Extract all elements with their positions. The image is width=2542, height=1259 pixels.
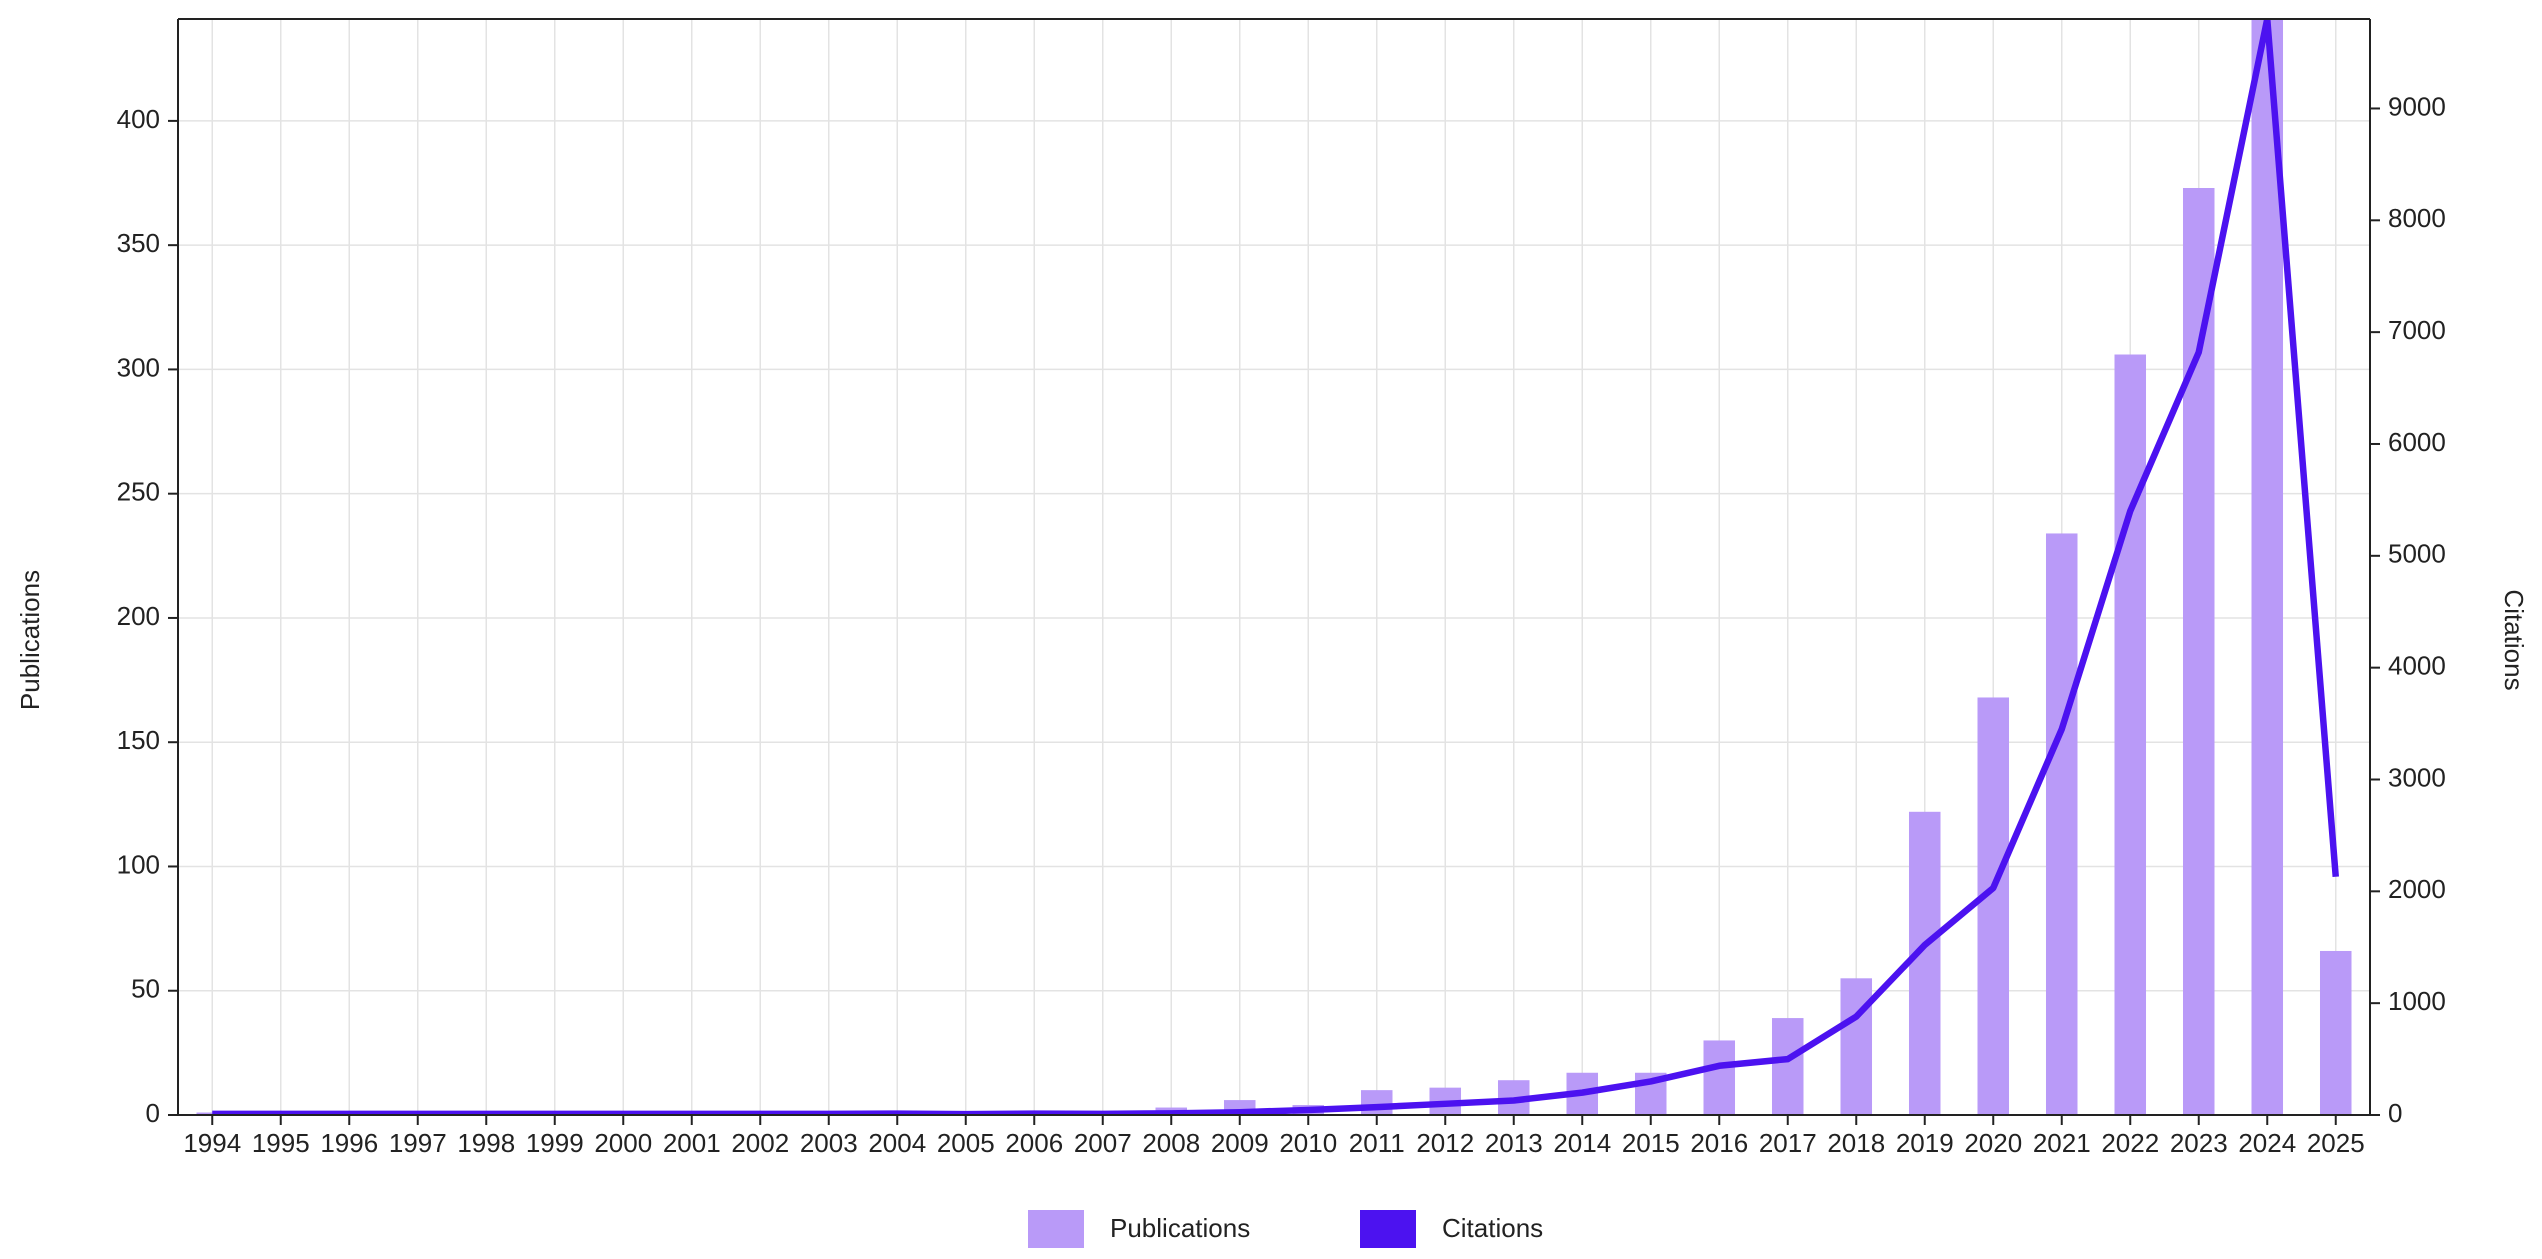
legend-label: Publications: [1110, 1213, 1250, 1243]
x-tick-label: 2006: [1005, 1128, 1063, 1158]
x-tick-label: 1996: [320, 1128, 378, 1158]
x-tick-label: 2014: [1553, 1128, 1611, 1158]
y-tick-label: 50: [131, 974, 160, 1004]
x-tick-label: 2005: [937, 1128, 995, 1158]
y2-tick-label: 3000: [2388, 762, 2446, 792]
x-tick-label: 2022: [2101, 1128, 2159, 1158]
x-tick-label: 1998: [457, 1128, 515, 1158]
y-axis-label: Publications: [15, 570, 45, 710]
bar: [1977, 697, 2010, 1115]
y2-tick-label: 1000: [2388, 986, 2446, 1016]
y-tick-label: 350: [117, 228, 160, 258]
y-tick-label: 400: [117, 104, 160, 134]
y2-axis-label: Citations: [2499, 589, 2529, 690]
x-tick-label: 2018: [1827, 1128, 1885, 1158]
x-tick-label: 1999: [526, 1128, 584, 1158]
y-tick-label: 150: [117, 725, 160, 755]
x-tick-label: 2012: [1416, 1128, 1474, 1158]
legend-label: Citations: [1442, 1213, 1543, 1243]
lines: [212, 19, 2339, 1115]
x-tick-label: 2007: [1074, 1128, 1132, 1158]
x-tick-label: 2023: [2170, 1128, 2228, 1158]
bar: [1703, 1040, 1736, 1115]
x-tick-label: 2003: [800, 1128, 858, 1158]
bar: [2319, 950, 2352, 1115]
y2-tick-label: 2000: [2388, 874, 2446, 904]
x-tick-label: 2002: [731, 1128, 789, 1158]
bar: [2045, 533, 2078, 1115]
x-tick-label: 2021: [2033, 1128, 2091, 1158]
x-tick-label: 2020: [1964, 1128, 2022, 1158]
x-tick-label: 2024: [2238, 1128, 2296, 1158]
x-tick-label: 2009: [1211, 1128, 1269, 1158]
grid: [178, 19, 2370, 1116]
y2-tick-label: 7000: [2388, 315, 2446, 345]
x-tick-label: 1995: [252, 1128, 310, 1158]
x-tick-label: 2019: [1896, 1128, 1954, 1158]
x-tick-label: 2010: [1279, 1128, 1337, 1158]
x-tick-label: 2008: [1142, 1128, 1200, 1158]
bar: [1840, 978, 1873, 1115]
y2-tick-label: 9000: [2388, 91, 2446, 121]
legend: Publications Citations: [1028, 1210, 1543, 1248]
x-tick-label: 2017: [1759, 1128, 1817, 1158]
bar: [2251, 19, 2284, 1115]
x-tick-label: 1997: [389, 1128, 447, 1158]
y2-tick-label: 0: [2388, 1098, 2402, 1128]
bars: [196, 19, 2352, 1115]
y-tick-label: 100: [117, 849, 160, 879]
axes: 0501001502002503003504000100020003000400…: [117, 18, 2446, 1158]
legend-swatch: [1360, 1210, 1416, 1248]
y2-tick-label: 6000: [2388, 427, 2446, 457]
line: [212, 19, 2339, 1115]
y2-tick-label: 8000: [2388, 203, 2446, 233]
x-tick-label: 2004: [868, 1128, 926, 1158]
bar: [1908, 811, 1941, 1115]
bar: [1771, 1018, 1804, 1115]
x-tick-label: 2015: [1622, 1128, 1680, 1158]
x-tick-label: 2016: [1690, 1128, 1748, 1158]
y2-tick-label: 4000: [2388, 651, 2446, 681]
y2-tick-label: 5000: [2388, 539, 2446, 569]
legend-swatch: [1028, 1210, 1084, 1248]
x-tick-label: 2025: [2307, 1128, 2365, 1158]
x-tick-label: 1994: [183, 1128, 241, 1158]
y-tick-label: 300: [117, 352, 160, 382]
bar: [2182, 187, 2215, 1115]
bar: [2114, 354, 2147, 1115]
x-tick-label: 2001: [663, 1128, 721, 1158]
y-tick-label: 250: [117, 477, 160, 507]
y-tick-label: 0: [146, 1098, 160, 1128]
y-tick-label: 200: [117, 601, 160, 631]
x-tick-label: 2013: [1485, 1128, 1543, 1158]
bar: [1360, 1090, 1393, 1115]
x-tick-label: 2000: [594, 1128, 652, 1158]
x-tick-label: 2011: [1349, 1128, 1405, 1158]
